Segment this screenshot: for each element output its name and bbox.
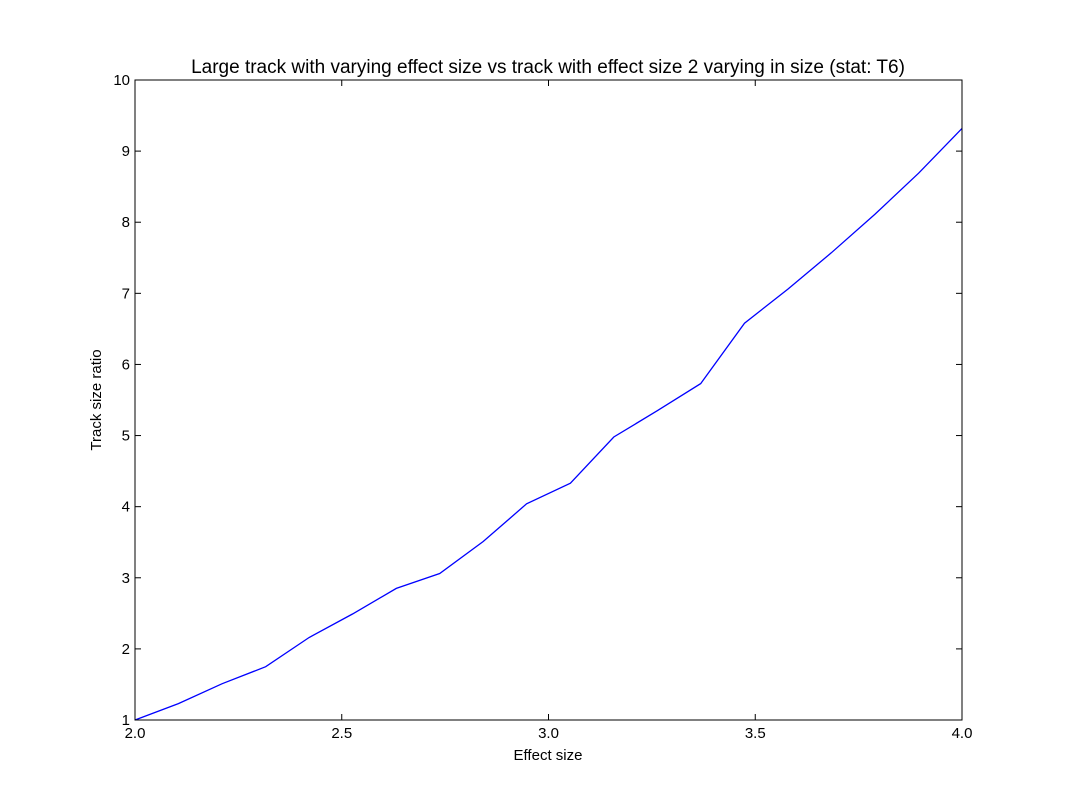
y-tick-label: 3 — [122, 570, 130, 587]
y-tick-label: 8 — [122, 214, 130, 231]
x-tick-label: 3.0 — [538, 725, 559, 742]
series-group — [134, 127, 963, 721]
x-tick-label: 2.0 — [125, 725, 146, 742]
y-tick-label: 1 — [122, 712, 130, 729]
y-tick-label: 4 — [122, 499, 130, 516]
y-tick-label: 9 — [122, 143, 130, 160]
axis-ticks: 2.0 2.5 3.0 3.5 4.0 1 2 3 4 5 6 7 8 9 10 — [113, 72, 972, 742]
y-tick-label: 7 — [122, 285, 130, 302]
x-tick-label: 4.0 — [952, 725, 973, 742]
series-line — [134, 127, 963, 721]
x-axis-label: Effect size — [514, 747, 583, 764]
y-tick-label: 6 — [122, 356, 130, 373]
y-tick-label: 5 — [122, 428, 130, 445]
y-tick-label: 2 — [122, 641, 130, 658]
x-tick-label: 3.5 — [745, 725, 766, 742]
plot-frame — [134, 79, 963, 721]
x-tick-label: 2.5 — [331, 725, 352, 742]
y-axis-label: Track size ratio — [88, 349, 105, 450]
chart-title: Large track with varying effect size vs … — [191, 57, 905, 78]
y-tick-label: 10 — [113, 72, 130, 89]
